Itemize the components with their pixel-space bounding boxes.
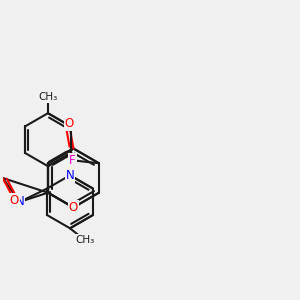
Text: CH₃: CH₃ [38, 92, 58, 102]
Text: N: N [16, 195, 24, 208]
Text: F: F [69, 154, 76, 167]
Text: O: O [64, 117, 74, 130]
Text: CH₃: CH₃ [75, 235, 94, 245]
Text: N: N [66, 169, 74, 182]
Text: O: O [10, 194, 19, 207]
Text: O: O [69, 201, 78, 214]
